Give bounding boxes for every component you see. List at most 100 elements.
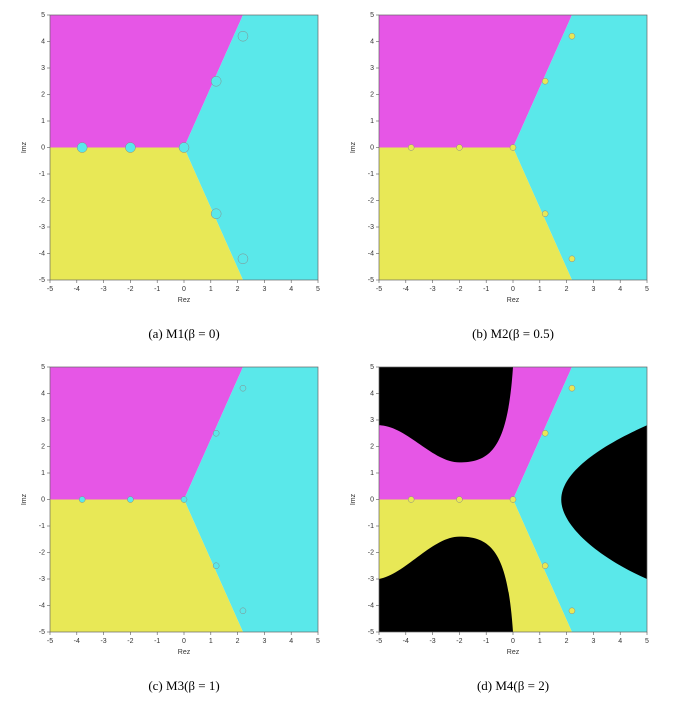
x-tick-label: 5	[645, 638, 649, 645]
boundary-bulb	[541, 562, 549, 569]
y-tick-label: -4	[368, 250, 374, 257]
x-tick-label: -3	[100, 286, 106, 293]
x-tick-label: -1	[154, 638, 160, 645]
x-tick-label: -5	[376, 638, 382, 645]
caption: (d) M4(β = 2)	[477, 678, 549, 693]
y-tick-label: -3	[39, 224, 45, 231]
x-axis-label: Rez	[178, 649, 191, 656]
boundary-bulb	[210, 76, 222, 87]
y-tick-label: 5	[41, 12, 45, 19]
divergent-region	[379, 367, 513, 463]
x-tick-label: 5	[645, 286, 649, 293]
x-tick-label: 0	[182, 286, 186, 293]
boundary-bulb	[239, 384, 247, 392]
boundary-bulb	[568, 384, 576, 392]
caption: (c) M3(β = 1)	[148, 678, 219, 693]
x-axis-label: Rez	[178, 297, 191, 304]
boundary-bulb	[541, 78, 549, 85]
boundary-bulb	[456, 144, 463, 151]
x-tick-label: 4	[289, 286, 293, 293]
y-tick-label: 4	[370, 390, 374, 397]
boundary-bulb	[125, 142, 136, 153]
x-tick-label: -2	[127, 638, 133, 645]
y-tick-label: 0	[41, 496, 45, 503]
panel: -5 -4 -3 -2 -1 0 1 2 3 4 5 -5 -4 -3 -2 -1 0 1 2 3 4 5 Rez Imz (d…	[350, 364, 649, 693]
x-tick-label: -3	[429, 286, 435, 293]
y-tick-label: -3	[368, 576, 374, 583]
y-tick-label: -3	[39, 576, 45, 583]
panel: -5 -4 -3 -2 -1 0 1 2 3 4 5 -5 -4 -3 -2 -1 0 1 2 3 4 5 Rez Imz (b…	[350, 12, 649, 341]
x-tick-label: 2	[565, 286, 569, 293]
boundary-bulb	[568, 32, 576, 40]
x-tick-label: 0	[511, 638, 515, 645]
boundary-bulb	[127, 496, 134, 503]
x-axis-label: Rez	[507, 649, 520, 656]
x-tick-label: -5	[47, 638, 53, 645]
boundary-bulb	[568, 607, 576, 615]
boundary-bulb	[509, 496, 517, 503]
x-tick-label: 4	[289, 638, 293, 645]
boundary-bulb	[407, 496, 415, 503]
y-tick-label: 3	[41, 417, 45, 424]
y-tick-label: 1	[370, 470, 374, 477]
boundary-bulb	[76, 142, 88, 153]
x-tick-label: -2	[456, 638, 462, 645]
y-tick-label: 2	[41, 443, 45, 450]
y-tick-label: -5	[39, 629, 45, 636]
panel: -5 -4 -3 -2 -1 0 1 2 3 4 5 -5 -4 -3 -2 -1 0 1 2 3 4 5 Rez Imz (a…	[21, 12, 320, 341]
y-tick-label: -4	[39, 602, 45, 609]
basin-region	[50, 499, 243, 632]
boundary-bulb	[212, 562, 220, 569]
y-tick-label: 4	[370, 38, 374, 45]
y-axis-label: Imz	[350, 493, 357, 505]
boundary-bulb	[237, 30, 249, 42]
boundary-bulb	[456, 496, 463, 503]
x-tick-label: -3	[429, 638, 435, 645]
y-tick-label: -1	[39, 523, 45, 530]
boundary-bulb	[541, 430, 549, 437]
y-axis-label: Imz	[21, 493, 28, 505]
panel: -5 -4 -3 -2 -1 0 1 2 3 4 5 -5 -4 -3 -2 -1 0 1 2 3 4 5 Rez Imz (c…	[21, 364, 320, 693]
x-tick-label: -1	[483, 286, 489, 293]
y-tick-label: 5	[370, 364, 374, 371]
y-tick-label: 3	[41, 65, 45, 72]
y-tick-label: 0	[41, 144, 45, 151]
x-tick-label: -2	[127, 286, 133, 293]
boundary-bulb	[178, 142, 190, 153]
y-tick-label: 2	[41, 91, 45, 98]
y-axis-label: Imz	[350, 141, 357, 153]
y-tick-label: 4	[41, 38, 45, 45]
x-tick-label: 3	[262, 286, 266, 293]
boundary-bulb	[568, 255, 576, 263]
x-tick-label: 1	[538, 286, 542, 293]
boundary-bulb	[78, 496, 86, 503]
boundary-bulb	[541, 210, 549, 217]
boundary-bulb	[239, 607, 247, 615]
x-axis-label: Rez	[507, 297, 520, 304]
x-tick-label: 0	[182, 638, 186, 645]
basin-region	[379, 15, 572, 148]
boundary-bulb	[407, 144, 415, 151]
x-tick-label: 2	[236, 286, 240, 293]
y-tick-label: -4	[368, 602, 374, 609]
y-tick-label: -5	[368, 277, 374, 284]
y-tick-label: 4	[41, 390, 45, 397]
x-tick-label: -4	[403, 638, 409, 645]
x-tick-label: 5	[316, 638, 320, 645]
basin-region	[50, 15, 243, 148]
x-tick-label: 1	[209, 286, 213, 293]
y-tick-label: -2	[39, 197, 45, 204]
basin-region	[50, 147, 243, 280]
x-tick-label: -3	[100, 638, 106, 645]
basin-region	[379, 147, 572, 280]
y-tick-label: 0	[370, 496, 374, 503]
y-tick-label: -3	[368, 224, 374, 231]
boundary-bulb	[210, 208, 222, 219]
y-tick-label: -4	[39, 250, 45, 257]
x-tick-label: -1	[483, 638, 489, 645]
boundary-bulb	[180, 496, 188, 503]
x-tick-label: -4	[403, 286, 409, 293]
divergent-region	[561, 425, 647, 579]
caption: (b) M2(β = 0.5)	[472, 326, 554, 341]
x-tick-label: -1	[154, 286, 160, 293]
